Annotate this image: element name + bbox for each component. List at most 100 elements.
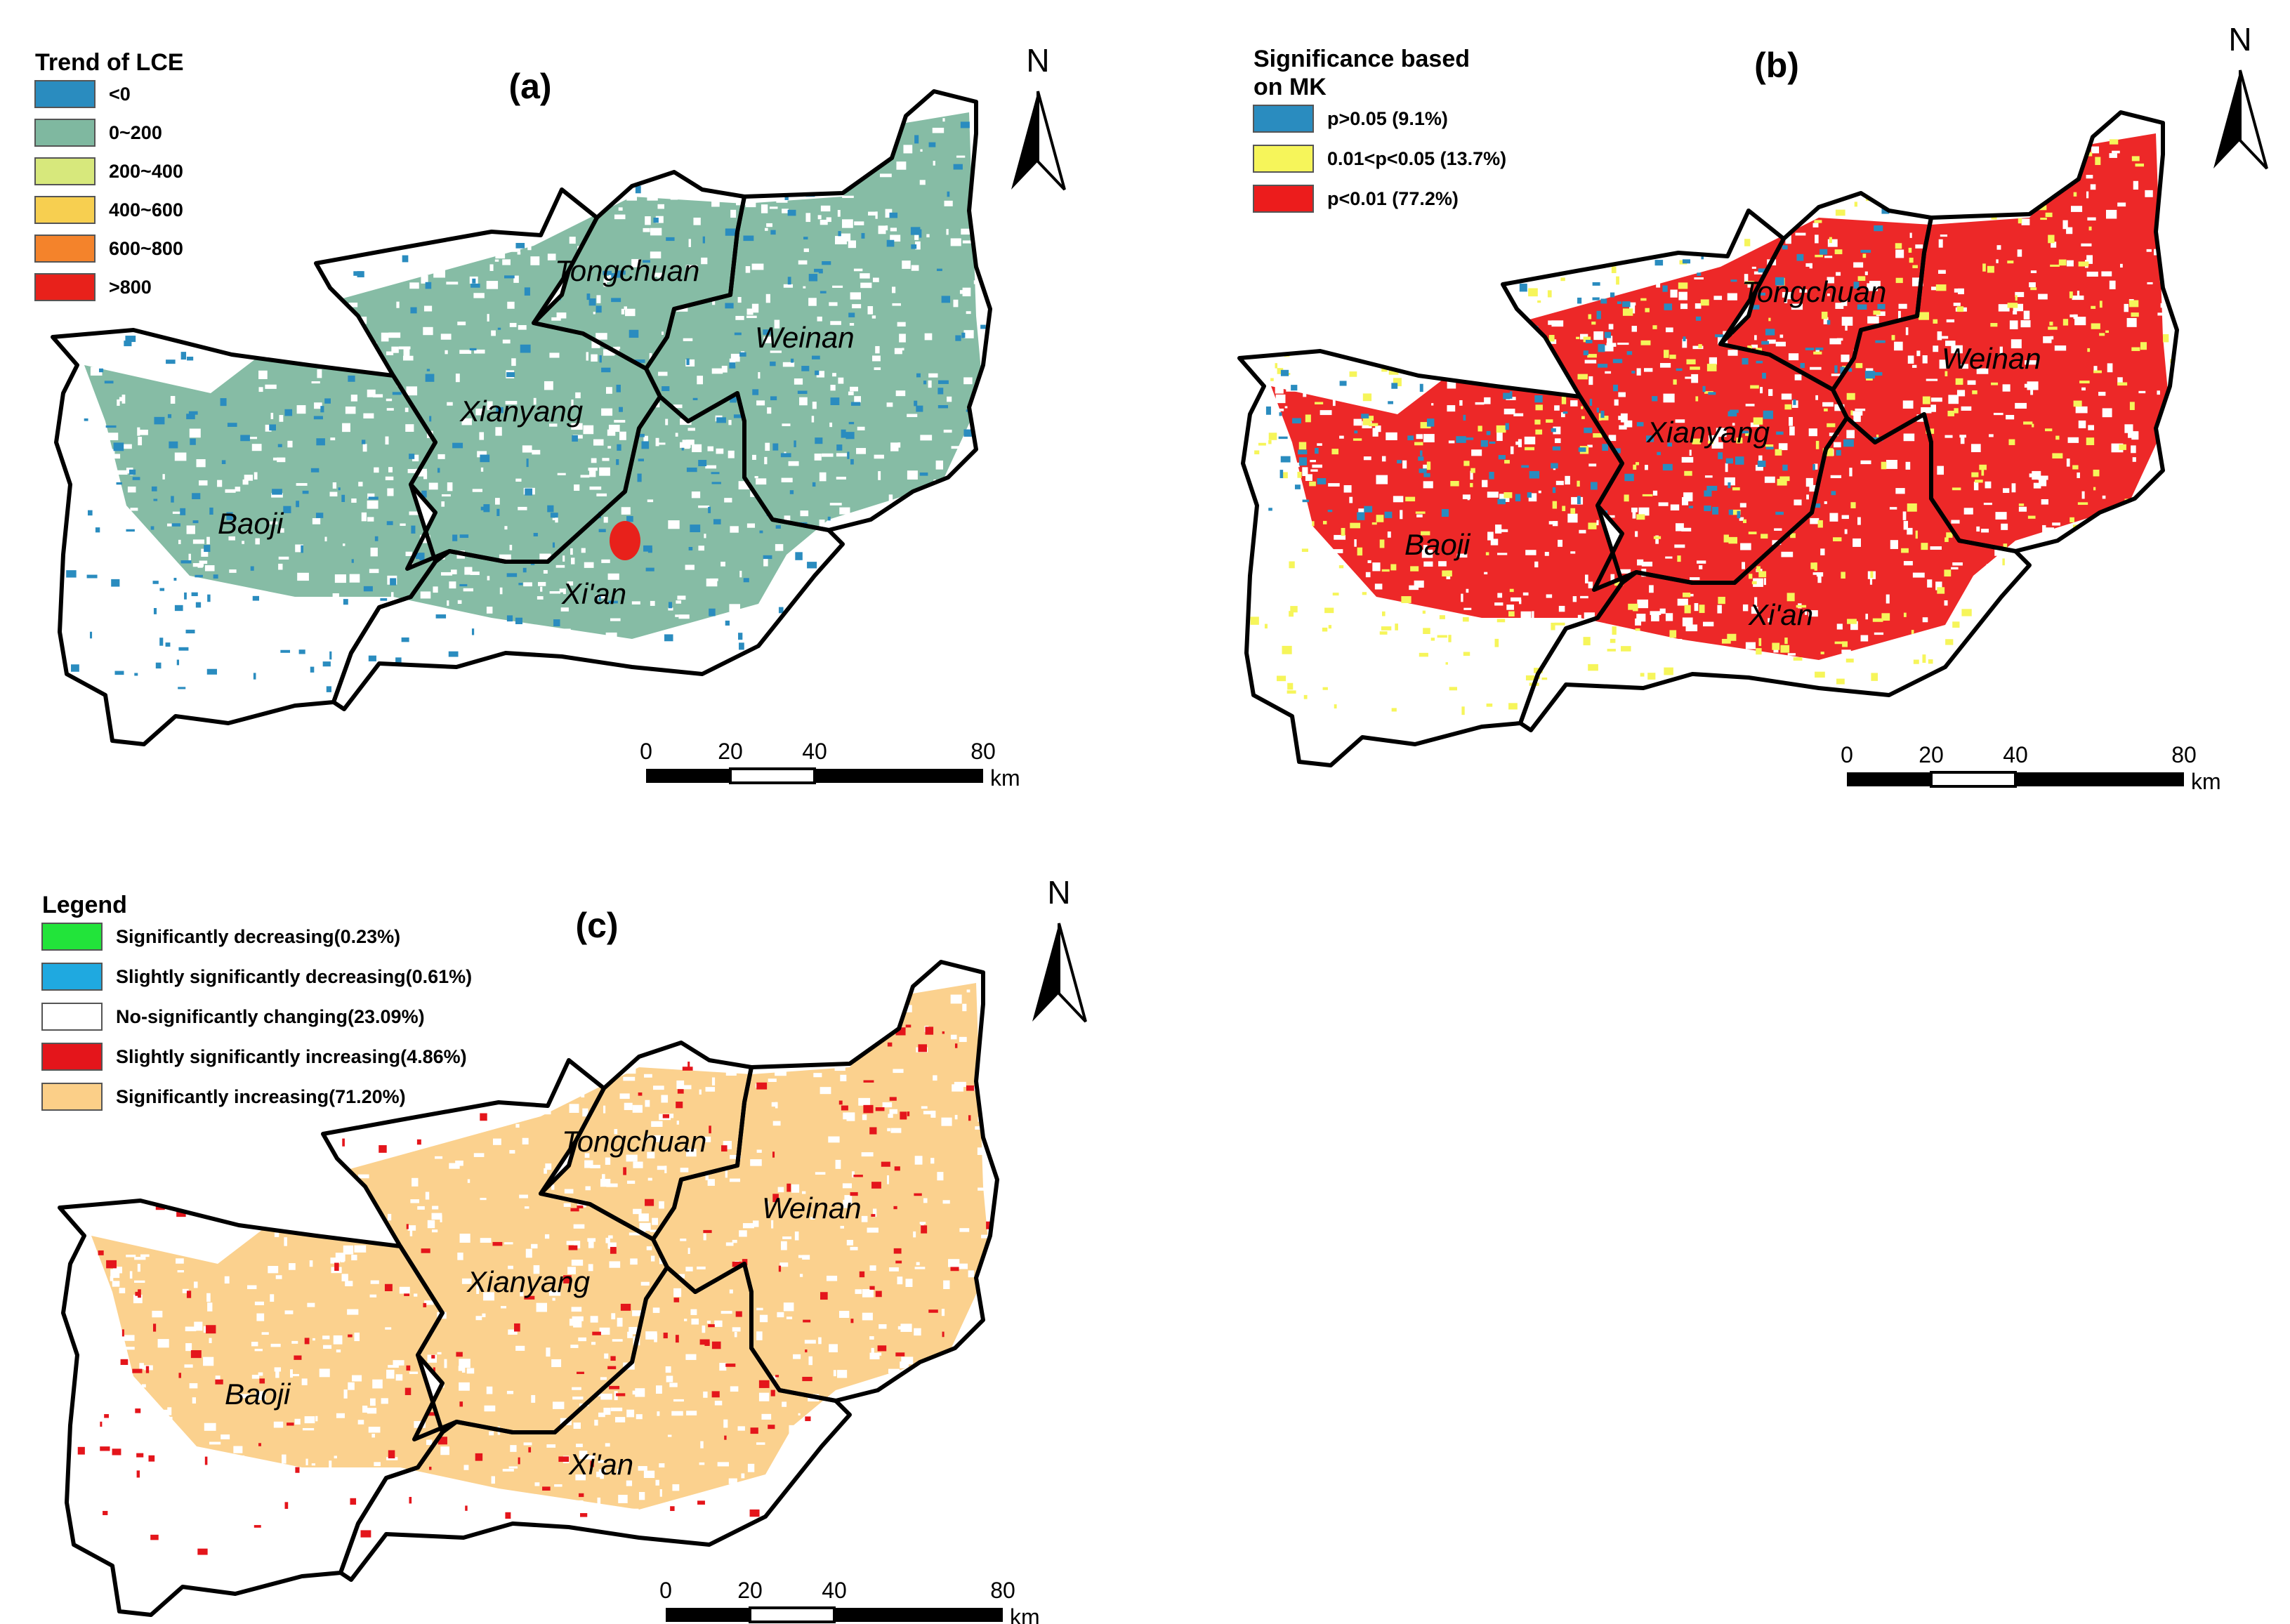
pixel-white (1283, 609, 1289, 613)
pixel-white (844, 136, 856, 145)
pixel-white (1836, 623, 1843, 630)
pixel-white (650, 227, 662, 236)
pixel-speckle (795, 552, 803, 560)
pixel-white (1418, 677, 1430, 681)
pixel-white (1549, 339, 1557, 344)
pixel-white (1321, 325, 1327, 333)
pixel-white (399, 251, 404, 258)
pixel-speckle (1718, 597, 1725, 605)
pixel-white (1323, 591, 1334, 598)
pixel-speckle (577, 1371, 584, 1374)
pixel-white (886, 131, 891, 139)
pixel-speckle (1577, 480, 1580, 487)
pixel-white (302, 1427, 315, 1431)
pixel-white (2004, 570, 2008, 578)
pixel-white (2021, 218, 2030, 225)
pixel-speckle-2 (1676, 368, 1683, 371)
pixel-white (721, 365, 728, 373)
pixel-white (861, 1152, 874, 1157)
pixel-white (457, 600, 462, 605)
pixel-white (1428, 334, 1433, 342)
pixel-white (1528, 493, 1537, 502)
pixel-speckle (1381, 569, 1390, 572)
pixel-white (334, 1455, 337, 1459)
pixel-speckle (1635, 244, 1641, 251)
pixel-speckle (725, 1364, 736, 1367)
pixel-speckle (2018, 642, 2027, 648)
pixel-speckle (1846, 392, 1855, 400)
pixel-white (1903, 561, 1913, 566)
pixel-speckle (520, 344, 531, 353)
pixel-white (1285, 137, 1294, 140)
pixel-white (1489, 352, 1492, 359)
legend-item-label: >800 (109, 277, 152, 298)
pixel-white (782, 1236, 792, 1239)
pixel-white (1471, 449, 1482, 456)
pixel-speckle-2 (1279, 412, 1282, 416)
pixel-speckle (327, 130, 335, 137)
pixel-white (1931, 286, 1940, 291)
pixel-white (699, 1462, 705, 1465)
pixel-white (1520, 611, 1532, 620)
pixel-white (1728, 350, 1738, 356)
pixel-white (2073, 314, 2078, 319)
pixel-white (282, 1107, 291, 1116)
pixel-white (1378, 241, 1383, 247)
pixel-white (711, 200, 720, 207)
pixel-white (384, 642, 389, 648)
pixel-white (1580, 595, 1588, 599)
pixel-white (765, 126, 777, 129)
pixel-white (459, 1359, 470, 1368)
pixel-white (1399, 295, 1411, 300)
pixel-white (189, 1383, 198, 1389)
pixel-white (1732, 144, 1739, 147)
pixel-speckle-2 (1793, 399, 1796, 405)
pixel-speckle (2044, 428, 2053, 432)
pixel-white (688, 659, 693, 664)
pixel-speckle (390, 171, 396, 176)
pixel-white (234, 605, 237, 614)
pixel-white (80, 154, 86, 157)
pixel-white (851, 1171, 855, 1178)
pixel-white (786, 998, 791, 1005)
pixel-white (647, 197, 658, 201)
pixel-speckle (1666, 699, 1678, 705)
pixel-white (385, 476, 394, 480)
pixel-speckle (1484, 214, 1490, 218)
pixel-white (578, 1337, 587, 1342)
pixel-speckle (112, 1448, 121, 1455)
pixel-speckle (409, 454, 415, 459)
pixel-white (659, 1201, 664, 1209)
pixel-white (792, 988, 801, 992)
fill-core-c (91, 983, 990, 1510)
pixel-white (468, 139, 478, 143)
pixel-white (86, 555, 96, 565)
pixel-white (1301, 250, 1308, 257)
pixel-speckle (610, 1246, 617, 1254)
pixel-speckle (1614, 581, 1624, 586)
legend-swatch (34, 119, 96, 147)
pixel-white (1860, 460, 1871, 465)
pixel-speckle (154, 191, 164, 194)
pixel-white (555, 515, 558, 523)
pixel-speckle (942, 1031, 945, 1034)
pixel-white (120, 550, 129, 555)
pixel-speckle (2077, 616, 2084, 623)
pixel-white (588, 468, 598, 471)
pixel-speckle-2 (1287, 284, 1294, 292)
pixel-white (571, 1307, 582, 1312)
pixel-white (1567, 513, 1578, 523)
pixel-speckle (311, 160, 317, 166)
pixel-speckle (135, 1408, 141, 1413)
pixel-speckle (2049, 322, 2053, 326)
pixel-white (1508, 186, 1511, 193)
pixel-speckle-2 (1534, 395, 1543, 403)
pixel-speckle (204, 1456, 208, 1465)
pixel-speckle (1559, 216, 1567, 223)
pixel-speckle (966, 1378, 971, 1384)
pixel-white (1973, 170, 1982, 180)
pixel-white (1824, 501, 1827, 504)
pixel-white (435, 638, 443, 645)
pixel-white (1767, 339, 1776, 344)
